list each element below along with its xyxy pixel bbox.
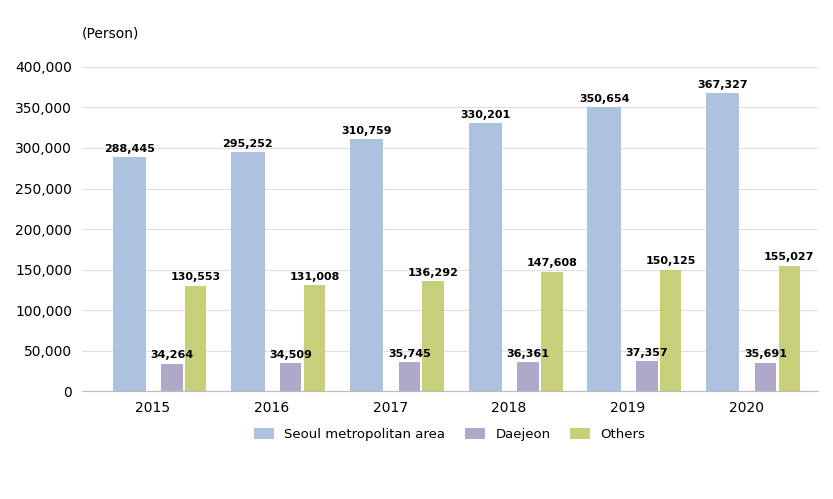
Bar bbox=[185, 285, 207, 392]
Bar bbox=[469, 123, 502, 392]
Bar bbox=[162, 364, 182, 392]
Text: 295,252: 295,252 bbox=[222, 139, 273, 149]
Bar bbox=[636, 361, 657, 392]
Bar bbox=[660, 269, 681, 392]
Bar bbox=[280, 363, 302, 392]
Bar bbox=[350, 139, 383, 392]
Text: 367,327: 367,327 bbox=[697, 80, 748, 90]
Text: 131,008: 131,008 bbox=[289, 272, 340, 282]
Text: 150,125: 150,125 bbox=[646, 256, 696, 266]
Text: 136,292: 136,292 bbox=[407, 267, 459, 277]
Bar bbox=[399, 362, 420, 392]
Bar bbox=[304, 285, 325, 392]
Bar bbox=[706, 93, 740, 392]
Bar bbox=[517, 362, 539, 392]
Text: 155,027: 155,027 bbox=[764, 252, 815, 262]
Bar bbox=[779, 265, 800, 392]
Text: 147,608: 147,608 bbox=[526, 258, 577, 268]
Text: (Person): (Person) bbox=[82, 26, 139, 40]
Bar bbox=[541, 271, 562, 392]
Text: 34,264: 34,264 bbox=[150, 350, 193, 360]
Text: 130,553: 130,553 bbox=[171, 272, 221, 282]
Text: 35,745: 35,745 bbox=[388, 349, 431, 359]
Text: 36,361: 36,361 bbox=[506, 349, 550, 359]
Text: 330,201: 330,201 bbox=[461, 110, 511, 120]
Text: 34,509: 34,509 bbox=[269, 350, 312, 360]
Bar bbox=[587, 107, 621, 392]
Bar bbox=[422, 281, 444, 392]
Text: 350,654: 350,654 bbox=[579, 93, 630, 104]
Bar bbox=[232, 152, 265, 392]
Bar bbox=[112, 157, 146, 392]
Text: 310,759: 310,759 bbox=[342, 126, 392, 136]
Bar bbox=[755, 362, 776, 392]
Text: 37,357: 37,357 bbox=[626, 348, 668, 358]
Text: 35,691: 35,691 bbox=[744, 349, 787, 359]
Legend: Seoul metropolitan area, Daejeon, Others: Seoul metropolitan area, Daejeon, Others bbox=[249, 422, 651, 446]
Text: 288,445: 288,445 bbox=[104, 144, 155, 154]
